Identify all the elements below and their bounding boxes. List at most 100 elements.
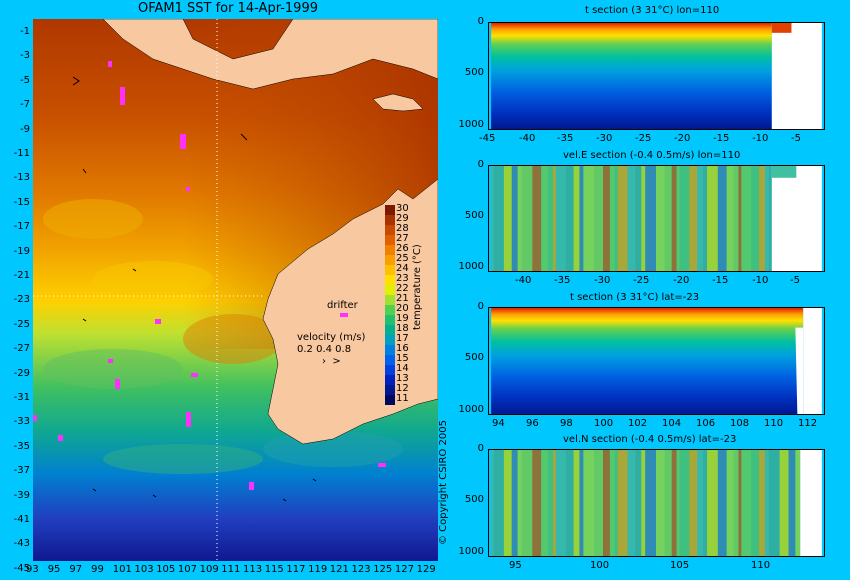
colorbar-swatch xyxy=(385,215,395,225)
velocity-stripe xyxy=(594,166,604,271)
colorbar-swatch xyxy=(385,355,395,365)
velocity-stripe xyxy=(579,166,584,271)
velocity-stripe xyxy=(689,450,698,556)
velocity-stripe xyxy=(751,166,760,271)
colorbar-swatch xyxy=(385,235,395,245)
velocity-stripe xyxy=(764,450,769,556)
longitude-tick-label: 117 xyxy=(286,564,306,575)
section-x-tick-label: -10 xyxy=(752,275,769,286)
velocity-legend-label: velocity (m/s) xyxy=(297,332,366,343)
section-1-title: t section (3 31°C) lon=110 xyxy=(585,5,720,16)
section-x-tick-label: 104 xyxy=(662,418,682,429)
section-x-tick-label: -15 xyxy=(713,133,730,144)
velocity-stripe xyxy=(573,450,580,556)
velocity-stripe xyxy=(583,450,595,556)
section-x-tick-label: -5 xyxy=(790,275,800,286)
velocity-stripe xyxy=(759,166,765,271)
velocity-stripe xyxy=(617,450,628,556)
velocity-legend-arrows: › > xyxy=(322,356,341,367)
velocity-stripe xyxy=(494,450,504,556)
velocity-stripe xyxy=(511,166,518,271)
copyright-text: © Copyright CSIRO 2005 xyxy=(438,420,449,545)
colorbar-tick-label: 26 xyxy=(396,243,409,254)
velocity-stripe xyxy=(614,166,618,271)
latitude-tick-label: -3 xyxy=(20,50,30,62)
section-y-tick-label: 1000 xyxy=(458,545,484,557)
velocity-stripe xyxy=(741,166,752,271)
section-x-tick-label: 94 xyxy=(492,418,505,429)
latitude-tick-label: -13 xyxy=(13,172,30,184)
colorbar-swatch xyxy=(385,325,395,335)
section-x-tick-label: -30 xyxy=(596,133,613,144)
latitude-tick-label: -19 xyxy=(13,245,30,257)
velocity-stripe xyxy=(603,166,610,271)
velocity-stripe xyxy=(541,166,549,271)
section-x-tick-label: -25 xyxy=(633,275,650,286)
velocity-stripe xyxy=(707,450,718,556)
colorbar-tick-label: 21 xyxy=(396,293,409,304)
latitude-tick-label: -7 xyxy=(20,99,30,111)
velocity-stripe xyxy=(664,166,672,271)
velocity-stripe xyxy=(751,450,760,556)
velocity-stripe xyxy=(676,450,680,556)
velocity-stripe xyxy=(671,166,677,271)
velocity-stripe xyxy=(656,166,665,271)
latitude-tick-label: -15 xyxy=(13,196,30,208)
colorbar-tick-label: 14 xyxy=(396,363,409,374)
colorbar-swatch xyxy=(385,345,395,355)
velocity-stripe xyxy=(726,450,734,556)
colorbar-tick-label: 27 xyxy=(396,233,409,244)
longitude-tick-label: 115 xyxy=(264,564,284,575)
velocity-stripe xyxy=(491,166,495,271)
velocity-stripe xyxy=(788,450,796,556)
colorbar-swatch xyxy=(385,205,395,215)
velocity-stripe xyxy=(641,450,646,556)
velocity-stripe xyxy=(603,450,610,556)
colorbar-swatch xyxy=(385,395,395,405)
section-4-title: vel.N section (-0.4 0.5m/s) lat=-23 xyxy=(563,434,737,445)
sst-map xyxy=(33,19,438,561)
section-3-plot xyxy=(488,307,825,415)
velocity-stripe xyxy=(548,450,553,556)
section-x-tick-label: 112 xyxy=(798,418,818,429)
temperature-colorbar xyxy=(385,205,395,405)
velocity-stripe xyxy=(703,450,708,556)
longitude-tick-label: 107 xyxy=(177,564,197,575)
latitude-tick-label: -31 xyxy=(13,392,30,403)
section-x-tick-label: 98 xyxy=(560,418,573,429)
velocity-stripe xyxy=(759,450,765,556)
drifter-legend-marker xyxy=(340,313,348,317)
colorbar-tick-label: 12 xyxy=(396,383,409,394)
section-x-tick-label: -35 xyxy=(557,133,574,144)
velocity-stripe xyxy=(614,450,618,556)
longitude-tick-label: 93 xyxy=(26,564,39,575)
velocity-stripe xyxy=(609,166,615,271)
colorbar-tick-label: 19 xyxy=(396,313,409,324)
section-y-tick-label: 0 xyxy=(477,301,484,312)
asia-land xyxy=(102,19,438,90)
latitude-tick-label: -39 xyxy=(13,489,30,501)
section-x-tick-label: 108 xyxy=(730,418,750,429)
velocity-stripe xyxy=(565,166,574,271)
velocity-stripe xyxy=(795,450,801,556)
velocity-stripe xyxy=(733,166,739,271)
velocity-stripe xyxy=(764,166,769,271)
section-x-tick-label: -35 xyxy=(554,275,571,286)
colorbar-tick-label: 25 xyxy=(396,253,409,264)
velocity-stripe xyxy=(491,450,495,556)
velocity-stripe xyxy=(635,166,642,271)
section-y-tick-label: 0 xyxy=(477,159,484,170)
longitude-tick-label: 127 xyxy=(394,564,414,575)
velocity-stripe xyxy=(583,166,595,271)
colorbar-swatch xyxy=(385,275,395,285)
section-x-tick-label: -25 xyxy=(635,133,652,144)
colorbar-swatch xyxy=(385,375,395,385)
section-x-tick-label: 110 xyxy=(751,560,771,571)
velocity-stripe xyxy=(541,450,549,556)
velocity-stripe xyxy=(707,166,718,271)
velocity-stripe xyxy=(671,450,677,556)
longitude-tick-label: 99 xyxy=(91,564,104,575)
velocity-stripe xyxy=(565,450,574,556)
longitude-tick-label: 97 xyxy=(69,564,83,575)
section-x-tick-label: -20 xyxy=(673,275,690,286)
